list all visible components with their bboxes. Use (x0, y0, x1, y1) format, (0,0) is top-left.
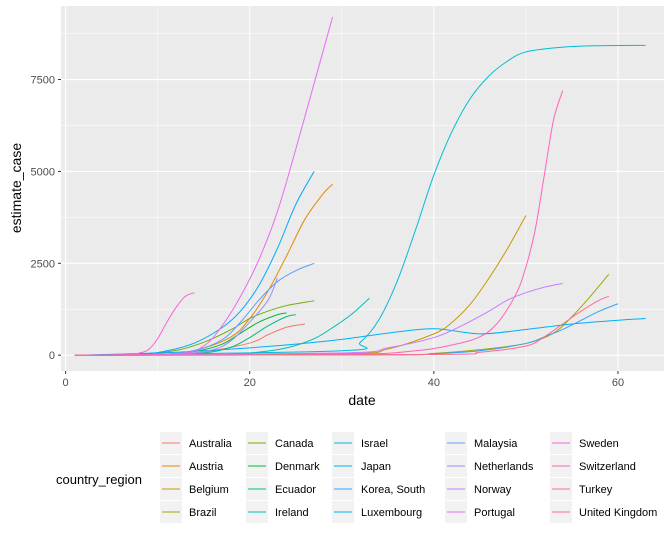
x-tick-label: 20 (244, 377, 256, 389)
y-tick-label: 5000 (31, 166, 55, 178)
series-line-norway (74, 283, 563, 356)
legend-label-ecuador: Ecuador (275, 484, 316, 496)
series-line-sweden (74, 292, 195, 356)
x-axis-title: date (348, 392, 375, 408)
legend-label-brazil: Brazil (189, 507, 217, 519)
x-tick-label: 60 (612, 377, 624, 389)
legend-label-norway: Norway (474, 484, 512, 496)
legend-label-canada: Canada (275, 438, 314, 450)
series-line-luxembourg (74, 171, 315, 356)
legend-label-turkey: Turkey (579, 484, 613, 496)
x-axis: 0 20 40 60 (63, 371, 624, 389)
legend: country_region Australia Austria Belgium Br… (56, 432, 657, 523)
series-lines (74, 16, 646, 356)
grid-minor (61, 6, 664, 371)
y-tick-label: 7500 (31, 75, 55, 87)
legend-title: country_region (56, 472, 142, 487)
panel-background (61, 6, 664, 371)
y-tick-label: 2500 (31, 258, 55, 270)
legend-label-belgium: Belgium (189, 484, 229, 496)
legend-label-austria: Austria (189, 461, 224, 473)
legend-label-luxembourg: Luxembourg (361, 507, 422, 519)
x-tick-label: 40 (428, 377, 440, 389)
legend-label-malaysia: Malaysia (474, 438, 518, 450)
legend-label-ireland: Ireland (275, 507, 309, 519)
legend-label-japan: Japan (361, 461, 391, 473)
legend-label-israel: Israel (361, 438, 388, 450)
legend-label-sweden: Sweden (579, 438, 619, 450)
y-axis: 0 2500 5000 7500 (31, 75, 61, 362)
legend-label-united-kingdom: United Kingdom (579, 507, 657, 519)
legend-label-netherlands: Netherlands (474, 461, 534, 473)
series-line-turkey (74, 295, 609, 356)
series-line-portugal (74, 16, 334, 356)
series-line-japan (74, 317, 646, 356)
series-line-israel (74, 44, 646, 356)
legend-label-australia: Australia (189, 438, 233, 450)
legend-label-portugal: Portugal (474, 507, 515, 519)
legend-label-korea-south: Korea, South (361, 484, 425, 496)
x-tick-label: 0 (63, 377, 69, 389)
y-axis-title: estimate_case (8, 143, 24, 233)
legend-label-switzerland: Switzerland (579, 461, 636, 473)
legend-label-denmark: Denmark (275, 461, 320, 473)
y-tick-label: 0 (49, 350, 55, 362)
grid-major (61, 6, 664, 371)
